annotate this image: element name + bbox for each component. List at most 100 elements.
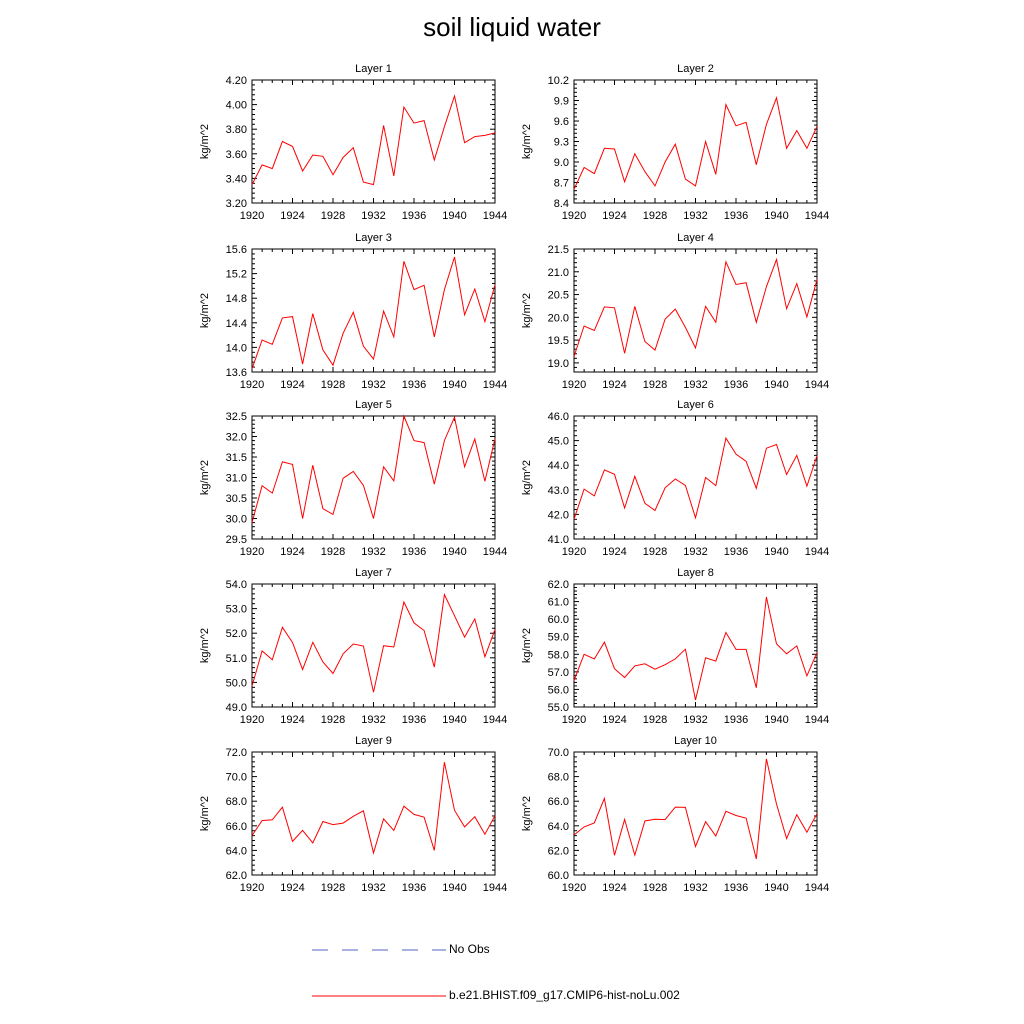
legend-label-no-obs: No Obs [449,942,490,956]
x-tick-label: 1928 [321,714,345,726]
x-tick-label: 1944 [805,882,829,894]
x-tick-label: 1944 [805,546,829,558]
x-tick-label: 1932 [683,210,707,222]
x-tick-label: 1936 [402,882,426,894]
x-tick-label: 1928 [321,546,345,558]
x-tick-label: 1928 [321,882,345,894]
y-tick-label: 20.0 [548,312,569,324]
y-tick-label: 31.0 [226,473,247,485]
y-tick-label: 66.0 [226,821,247,833]
y-tick-label: 4.20 [226,75,247,87]
x-tick-label: 1928 [321,379,345,391]
y-tick-label: 59.0 [548,632,569,644]
y-axis-label: kg/m^2 [199,628,211,663]
y-tick-label: 8.4 [554,198,569,210]
y-tick-label: 14.4 [226,318,247,330]
x-tick-label: 1944 [483,546,507,558]
y-tick-label: 46.0 [548,411,569,423]
chart-panel-7: Layer 7 kg/m^2 1920 1924 1928 1932 1936 1940 194… [199,567,507,726]
x-tick-label: 1920 [240,210,264,222]
y-tick-label: 42.0 [548,509,569,521]
x-tick-label: 1932 [361,714,385,726]
plot-frame [251,415,496,540]
y-tick-label: 4.00 [226,100,247,112]
x-tick-label: 1920 [562,714,586,726]
y-axis-label: kg/m^2 [521,293,533,328]
x-tick-label: 1924 [602,210,626,222]
y-tick-label: 32.0 [226,432,247,444]
chart-panel-5: Layer 5 kg/m^2 1920 1924 1928 1932 1936 1940 194… [199,399,507,558]
y-tick-label: 49.0 [226,702,247,714]
chart-panel-10: Layer 10 kg/m^2 1920 1924 1928 1932 1936 1940 19… [521,735,829,894]
x-tick-label: 1940 [442,714,466,726]
y-tick-label: 51.0 [226,653,247,665]
x-tick-label: 1940 [764,714,788,726]
x-tick-label: 1920 [562,546,586,558]
y-tick-label: 15.2 [226,269,247,281]
y-tick-label: 50.0 [226,677,247,689]
x-tick-label: 1940 [764,210,788,222]
x-tick-label: 1928 [643,714,667,726]
y-tick-label: 21.0 [548,267,569,279]
y-tick-label: 30.0 [226,514,247,526]
x-tick-label: 1932 [683,379,707,391]
y-tick-label: 15.6 [226,244,247,256]
y-tick-label: 56.0 [548,684,569,696]
y-tick-label: 58.0 [548,649,569,661]
x-tick-label: 1936 [724,379,748,391]
y-axis-label: kg/m^2 [521,796,533,831]
x-tick-label: 1924 [280,210,304,222]
x-tick-label: 1936 [724,210,748,222]
y-tick-label: 45.0 [548,436,569,448]
x-tick-label: 1944 [483,714,507,726]
legend-entry-no-obs: No Obs [0,940,1024,960]
legend-label-model-run: b.e21.BHIST.f09_g17.CMIP6-hist-noLu.002 [449,988,680,1002]
x-tick-label: 1936 [402,379,426,391]
y-axis-label: kg/m^2 [521,124,533,159]
x-tick-label: 1924 [602,546,626,558]
y-tick-label: 3.80 [226,124,247,136]
y-tick-label: 55.0 [548,702,569,714]
y-tick-label: 62.0 [548,579,569,591]
y-axis-label: kg/m^2 [199,796,211,831]
y-tick-label: 64.0 [548,821,569,833]
panel-title: Layer 6 [677,399,714,411]
x-tick-label: 1932 [361,379,385,391]
x-tick-label: 1940 [764,546,788,558]
y-tick-label: 31.5 [226,452,247,464]
x-tick-label: 1940 [442,546,466,558]
y-tick-label: 70.0 [226,772,247,784]
x-tick-label: 1932 [683,714,707,726]
series-line [573,758,818,860]
x-tick-label: 1936 [724,882,748,894]
x-tick-label: 1944 [483,882,507,894]
x-tick-label: 1920 [240,379,264,391]
figure-title: soil liquid water [423,12,601,42]
chart-panel-6: Layer 6 kg/m^2 1920 1924 1928 1932 1936 1940 194… [521,399,829,558]
panel-title: Layer 3 [355,232,392,244]
x-tick-label: 1936 [402,546,426,558]
y-tick-label: 9.9 [554,96,569,108]
y-tick-label: 54.0 [226,579,247,591]
x-tick-label: 1928 [643,882,667,894]
x-tick-label: 1936 [724,714,748,726]
x-tick-label: 1928 [643,210,667,222]
x-tick-label: 1924 [280,882,304,894]
y-axis-label: kg/m^2 [199,293,211,328]
x-tick-label: 1920 [562,379,586,391]
y-axis-label: kg/m^2 [199,124,211,159]
y-tick-label: 14.8 [226,293,247,305]
y-tick-label: 3.20 [226,198,247,210]
x-tick-label: 1940 [764,882,788,894]
x-tick-label: 1928 [321,210,345,222]
x-tick-label: 1924 [280,546,304,558]
x-tick-label: 1924 [602,714,626,726]
plot-frame [251,248,496,373]
chart-panel-1: Layer 1 kg/m^2 1920 1924 1928 1932 1936 1940 194… [199,63,507,222]
x-tick-label: 1932 [361,210,385,222]
series-line [251,94,496,186]
series-line [573,596,818,701]
panel-title: Layer 8 [677,567,714,579]
panel-title: Layer 10 [674,735,717,747]
series-line [251,592,496,693]
